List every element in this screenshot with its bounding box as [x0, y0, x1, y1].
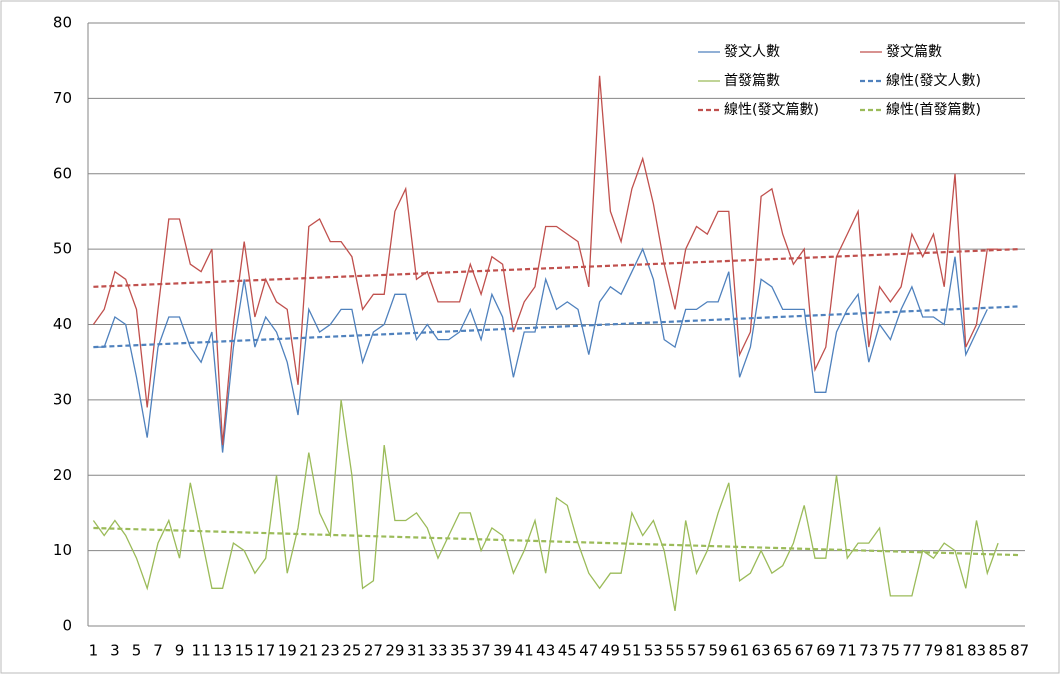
y-tick-label: 40 — [53, 315, 72, 333]
x-tick-label: 7 — [153, 642, 163, 660]
x-tick-label: 37 — [472, 642, 491, 660]
x-tick-label: 71 — [838, 642, 857, 660]
y-tick-label: 80 — [53, 14, 72, 32]
y-tick-label: 30 — [53, 390, 72, 408]
y-tick-label: 0 — [62, 617, 72, 635]
x-tick-label: 19 — [278, 642, 297, 660]
x-tick-label: 49 — [601, 642, 620, 660]
y-tick-label: 50 — [53, 240, 72, 258]
x-tick-label: 61 — [730, 642, 749, 660]
x-tick-label: 29 — [385, 642, 404, 660]
x-tick-label: 33 — [428, 642, 447, 660]
x-tick-label: 45 — [558, 642, 577, 660]
x-tick-label: 35 — [450, 642, 469, 660]
x-tick-label: 47 — [579, 642, 598, 660]
x-tick-label: 67 — [795, 642, 814, 660]
series-line — [92, 399, 999, 612]
trend-line — [93, 248, 1020, 288]
legend-label: 線性(發文篇數) — [724, 102, 819, 118]
x-tick-label: 73 — [859, 642, 878, 660]
x-tick-label: 59 — [709, 642, 728, 660]
x-tick-label: 41 — [515, 642, 534, 660]
x-tick-label: 83 — [967, 642, 986, 660]
x-tick-label: 79 — [924, 642, 943, 660]
x-tick-label: 11 — [192, 642, 211, 660]
x-tick-label: 57 — [687, 642, 706, 660]
x-tick-label: 55 — [665, 642, 684, 660]
x-tick-label: 25 — [342, 642, 361, 660]
x-tick-label: 13 — [213, 642, 232, 660]
x-tick-label: 51 — [622, 642, 641, 660]
x-tick-label: 63 — [752, 642, 771, 660]
x-tick-label: 17 — [256, 642, 275, 660]
x-tick-label: 53 — [644, 642, 663, 660]
series-line — [93, 247, 988, 453]
x-tick-label: 75 — [881, 642, 900, 660]
legend-label: 發文人數 — [724, 44, 780, 60]
x-tick-label: 69 — [816, 642, 835, 660]
x-tick-label: 81 — [945, 642, 964, 660]
x-tick-label: 85 — [989, 642, 1008, 660]
x-tick-label: 9 — [175, 642, 185, 660]
y-tick-label: 10 — [53, 541, 72, 559]
x-tick-label: 21 — [299, 642, 318, 660]
y-tick-label: 70 — [53, 89, 72, 107]
x-tick-label: 1 — [89, 642, 99, 660]
x-tick-label: 5 — [132, 642, 142, 660]
x-tick-label: 23 — [321, 642, 340, 660]
trend-line — [93, 526, 1020, 557]
trend-line — [93, 305, 1020, 349]
x-tick-label: 39 — [493, 642, 512, 660]
x-tick-label: 3 — [110, 642, 120, 660]
x-tick-label: 77 — [902, 642, 921, 660]
x-tick-label: 15 — [235, 642, 254, 660]
y-tick-label: 20 — [53, 466, 72, 484]
plot — [92, 75, 1020, 612]
x-tick-label: 27 — [364, 642, 383, 660]
legend-label: 發文篇數 — [886, 44, 942, 60]
legend-label: 線性(首發篇數) — [886, 102, 981, 118]
legend-label: 線性(發文人數) — [886, 73, 981, 89]
x-tick-label: 87 — [1010, 642, 1029, 660]
series-line — [92, 75, 999, 446]
y-tick-label: 60 — [53, 164, 72, 182]
x-tick-label: 43 — [536, 642, 555, 660]
legend-label: 首發篇數 — [724, 73, 780, 89]
x-tick-label: 31 — [407, 642, 426, 660]
x-tick-label: 65 — [773, 642, 792, 660]
